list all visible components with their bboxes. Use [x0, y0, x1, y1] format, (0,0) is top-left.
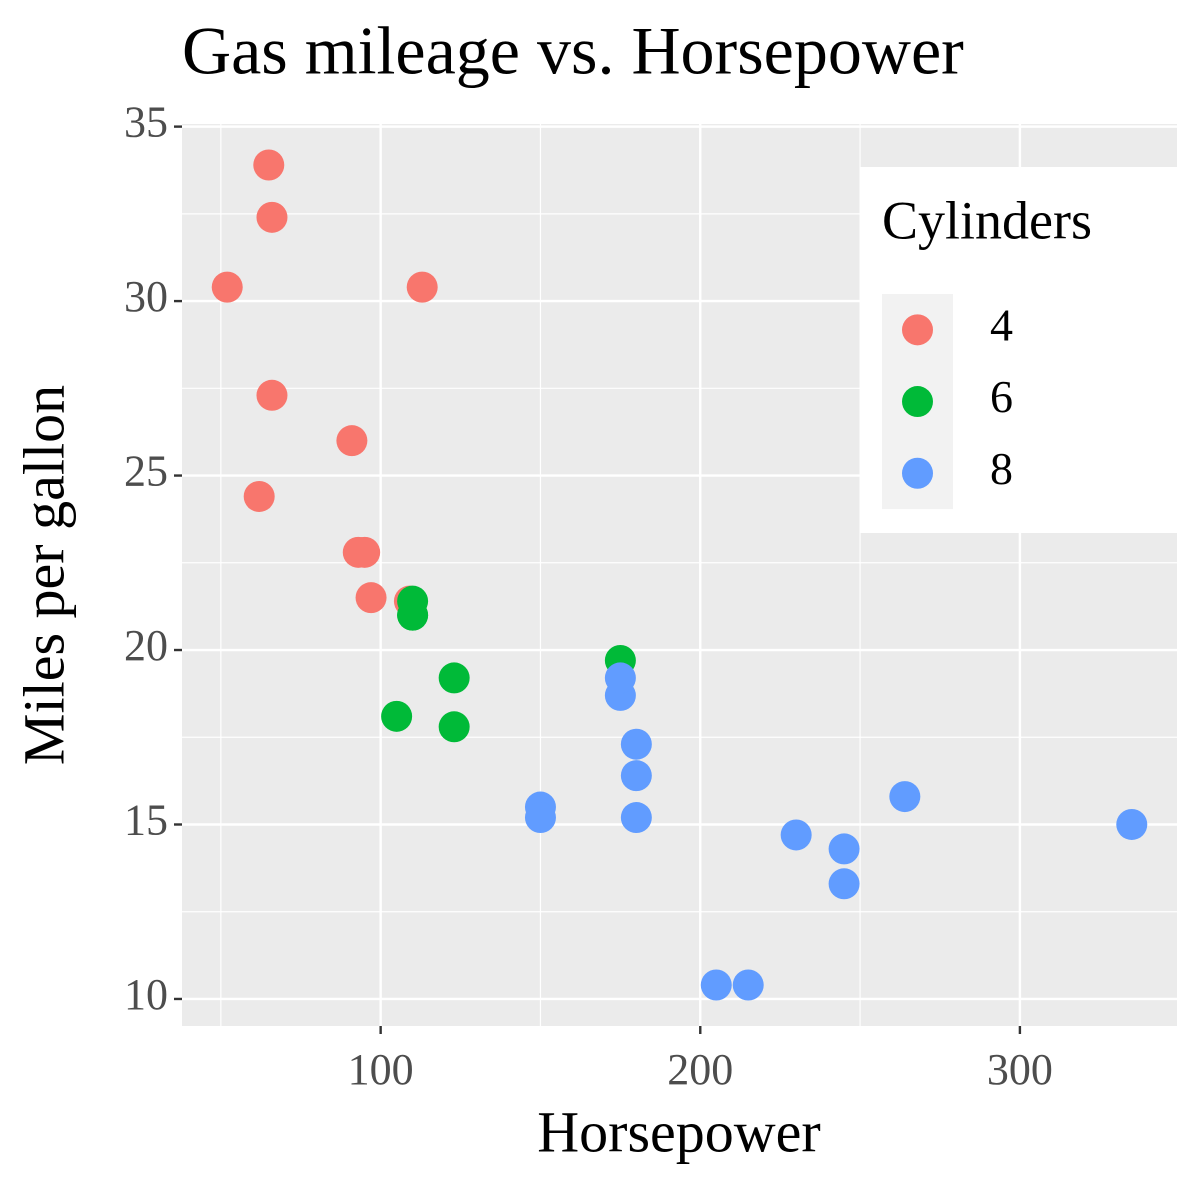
y-tick-label: 25 — [124, 447, 168, 496]
point — [620, 728, 652, 760]
point — [828, 833, 860, 865]
point — [253, 149, 285, 181]
point — [620, 802, 652, 834]
point — [336, 425, 368, 457]
x-tick-label: 200 — [667, 1045, 733, 1094]
point — [438, 662, 470, 694]
point — [620, 760, 652, 792]
point — [397, 585, 429, 617]
point — [349, 536, 381, 568]
point — [604, 662, 636, 694]
point — [524, 802, 556, 834]
legend-marker — [902, 314, 933, 346]
point — [256, 379, 288, 411]
point — [381, 700, 413, 732]
legend-title: Cylinders — [882, 190, 1092, 250]
legend-label: 6 — [990, 371, 1013, 422]
legend-label: 8 — [990, 443, 1013, 494]
legend-marker — [902, 457, 933, 489]
y-tick-label: 10 — [124, 970, 168, 1019]
y-tick-label: 15 — [124, 796, 168, 845]
point — [889, 781, 921, 813]
legend-label: 4 — [990, 299, 1013, 350]
y-axis-label: Miles per gallon — [11, 385, 76, 765]
y-tick-label: 20 — [124, 621, 168, 670]
point — [1116, 808, 1148, 840]
chart-title: Gas mileage vs. Horsepower — [182, 13, 964, 89]
x-tick-label: 100 — [348, 1045, 414, 1094]
y-tick-label: 30 — [124, 272, 168, 321]
point — [355, 582, 387, 614]
x-tick-label: 300 — [987, 1045, 1053, 1094]
point — [732, 969, 764, 1001]
x-axis-label: Horsepower — [537, 1099, 820, 1164]
point — [438, 711, 470, 743]
point — [406, 271, 438, 303]
point — [828, 868, 860, 900]
point — [243, 480, 275, 512]
legend-marker — [902, 386, 933, 418]
point — [700, 969, 732, 1001]
point — [780, 819, 812, 851]
y-tick-label: 35 — [124, 98, 168, 147]
point — [211, 271, 243, 303]
point — [256, 201, 288, 233]
